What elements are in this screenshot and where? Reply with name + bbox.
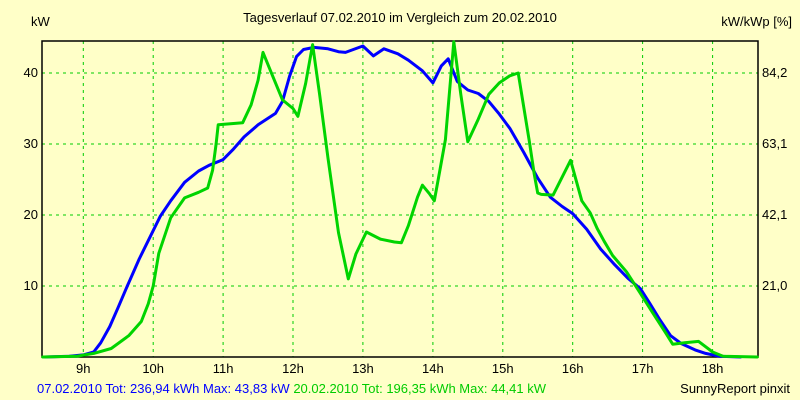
footer-legend: 07.02.2010 Tot: 236,94 kWh Max: 43,83 kW… — [37, 381, 546, 396]
series-line-07-02-2010 — [43, 44, 742, 359]
left-axis-unit-label: kW — [31, 14, 50, 29]
x-tick-label: 16h — [561, 361, 584, 376]
left-tick-label: 20 — [23, 206, 38, 222]
brand-label: SunnyReport pinxit — [680, 381, 790, 396]
footer-series2-stats: 20.02.2010 Tot: 196,35 kWh Max: 44,41 kW — [293, 381, 546, 396]
plot-border — [41, 40, 759, 358]
x-tick-label: 14h — [422, 361, 444, 376]
x-tick-label: 15h — [491, 361, 514, 376]
x-tick-label: 11h — [212, 361, 234, 376]
right-tick-label: 42,1 — [762, 206, 788, 222]
x-tick-label: 9h — [76, 361, 91, 376]
right-tick-label: 63,1 — [762, 135, 788, 151]
left-tick-label: 10 — [23, 277, 38, 293]
right-tick-label: 21,0 — [762, 277, 788, 293]
x-tick-label: 18h — [701, 361, 724, 376]
x-tick-label: 12h — [282, 361, 304, 376]
x-tick-label: 13h — [352, 361, 374, 376]
chart-title: Tagesverlauf 07.02.2010 im Vergleich zum… — [243, 10, 557, 25]
left-tick-label: 30 — [23, 135, 38, 151]
series-line-20-02-2010 — [41, 40, 759, 359]
right-tick-label: 84,2 — [762, 64, 788, 80]
footer-series1-stats: 07.02.2010 Tot: 236,94 kWh Max: 43,83 kW — [37, 381, 290, 396]
x-tick-label: 17h — [631, 361, 654, 376]
right-axis-unit-label: kW/kWp [%] — [721, 14, 792, 29]
left-tick-label: 40 — [23, 64, 38, 80]
x-tick-label: 10h — [142, 361, 165, 376]
